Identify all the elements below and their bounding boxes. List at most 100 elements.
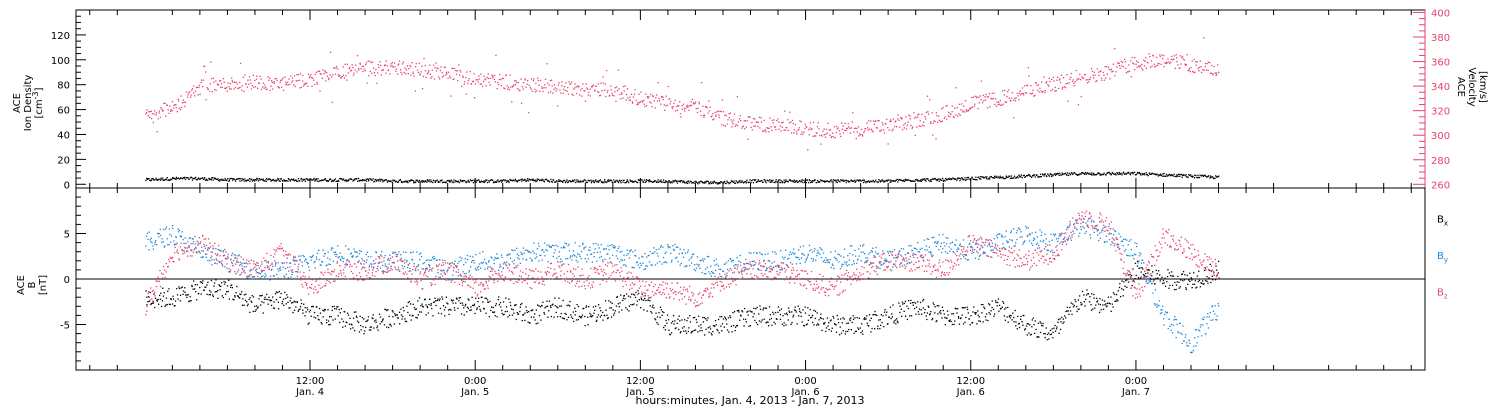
data-point (338, 308, 340, 311)
data-point (470, 309, 472, 311)
data-point (1218, 71, 1220, 73)
data-point (342, 260, 344, 263)
data-point (312, 254, 314, 257)
data-point (811, 180, 813, 182)
data-point (706, 319, 708, 321)
data-point (700, 115, 702, 117)
data-point (165, 228, 167, 230)
data-point (356, 316, 358, 319)
data-point (796, 181, 799, 183)
data-point (463, 273, 465, 275)
data-point (575, 86, 577, 88)
data-point (350, 69, 353, 71)
data-point (186, 96, 189, 98)
data-point (754, 125, 757, 127)
data-point (694, 102, 696, 104)
data-point (346, 179, 348, 182)
data-point (244, 262, 246, 264)
data-point (364, 70, 366, 72)
data-point (1198, 270, 1200, 272)
data-point (556, 306, 558, 308)
data-point (285, 273, 287, 275)
data-point (1052, 337, 1054, 339)
data-point (950, 320, 952, 323)
data-point (1062, 77, 1065, 79)
data-point (316, 81, 318, 84)
data-point (620, 182, 622, 184)
data-point (205, 256, 207, 258)
data-point (947, 115, 949, 117)
data-point (1190, 66, 1192, 69)
data-point (999, 177, 1001, 179)
data-point (1178, 287, 1180, 289)
data-point (513, 179, 515, 181)
data-point (908, 300, 910, 302)
data-point (1111, 71, 1113, 73)
data-point (314, 73, 316, 75)
data-point (288, 178, 290, 180)
data-point (795, 131, 797, 133)
data-point (981, 312, 983, 314)
data-point (315, 178, 318, 180)
data-point (741, 181, 743, 183)
data-point (1097, 303, 1100, 305)
data-point (256, 272, 259, 274)
data-point (788, 310, 790, 312)
data-point (850, 179, 853, 181)
data-point (256, 177, 258, 180)
data-point (746, 120, 748, 122)
data-point (604, 83, 606, 85)
data-point (296, 74, 298, 76)
data-point (1086, 172, 1088, 174)
data-point (904, 300, 907, 303)
data-point (718, 332, 720, 334)
data-point (184, 287, 186, 289)
data-point (1152, 271, 1154, 273)
data-point (183, 177, 185, 179)
data-point (792, 181, 795, 183)
data-point (1182, 174, 1185, 176)
data-point (607, 89, 609, 92)
data-point (1206, 276, 1208, 278)
data-point (716, 111, 718, 113)
data-point (1050, 90, 1052, 92)
data-point (838, 322, 840, 324)
data-point (980, 178, 982, 180)
data-point (335, 255, 337, 258)
data-point (983, 306, 985, 308)
data-point (837, 318, 839, 320)
data-point (1189, 70, 1191, 73)
data-point (941, 306, 944, 308)
data-point (488, 81, 490, 83)
data-point (570, 83, 572, 85)
data-point (365, 64, 367, 66)
data-point (531, 260, 533, 262)
data-point (457, 180, 460, 182)
data-point (651, 306, 653, 308)
data-point (477, 81, 479, 83)
data-point (172, 295, 174, 297)
data-point (513, 259, 515, 261)
data-point (607, 179, 610, 181)
data-point (666, 181, 668, 183)
data-point (695, 319, 697, 321)
data-point (1004, 177, 1006, 180)
data-point (220, 179, 222, 181)
data-point (881, 180, 884, 182)
data-point (322, 316, 324, 318)
data-point (576, 181, 578, 183)
data-point (295, 80, 297, 82)
data-point (940, 179, 942, 181)
data-point (637, 103, 639, 105)
data-point (745, 321, 747, 323)
data-point (405, 320, 408, 323)
data-point (467, 82, 469, 85)
data-point (253, 86, 255, 89)
data-point (1051, 88, 1054, 91)
data-point (249, 180, 251, 182)
data-point (269, 299, 271, 301)
data-point (579, 94, 581, 96)
data-point (823, 323, 825, 325)
data-point (1027, 174, 1030, 176)
data-point (787, 119, 789, 121)
